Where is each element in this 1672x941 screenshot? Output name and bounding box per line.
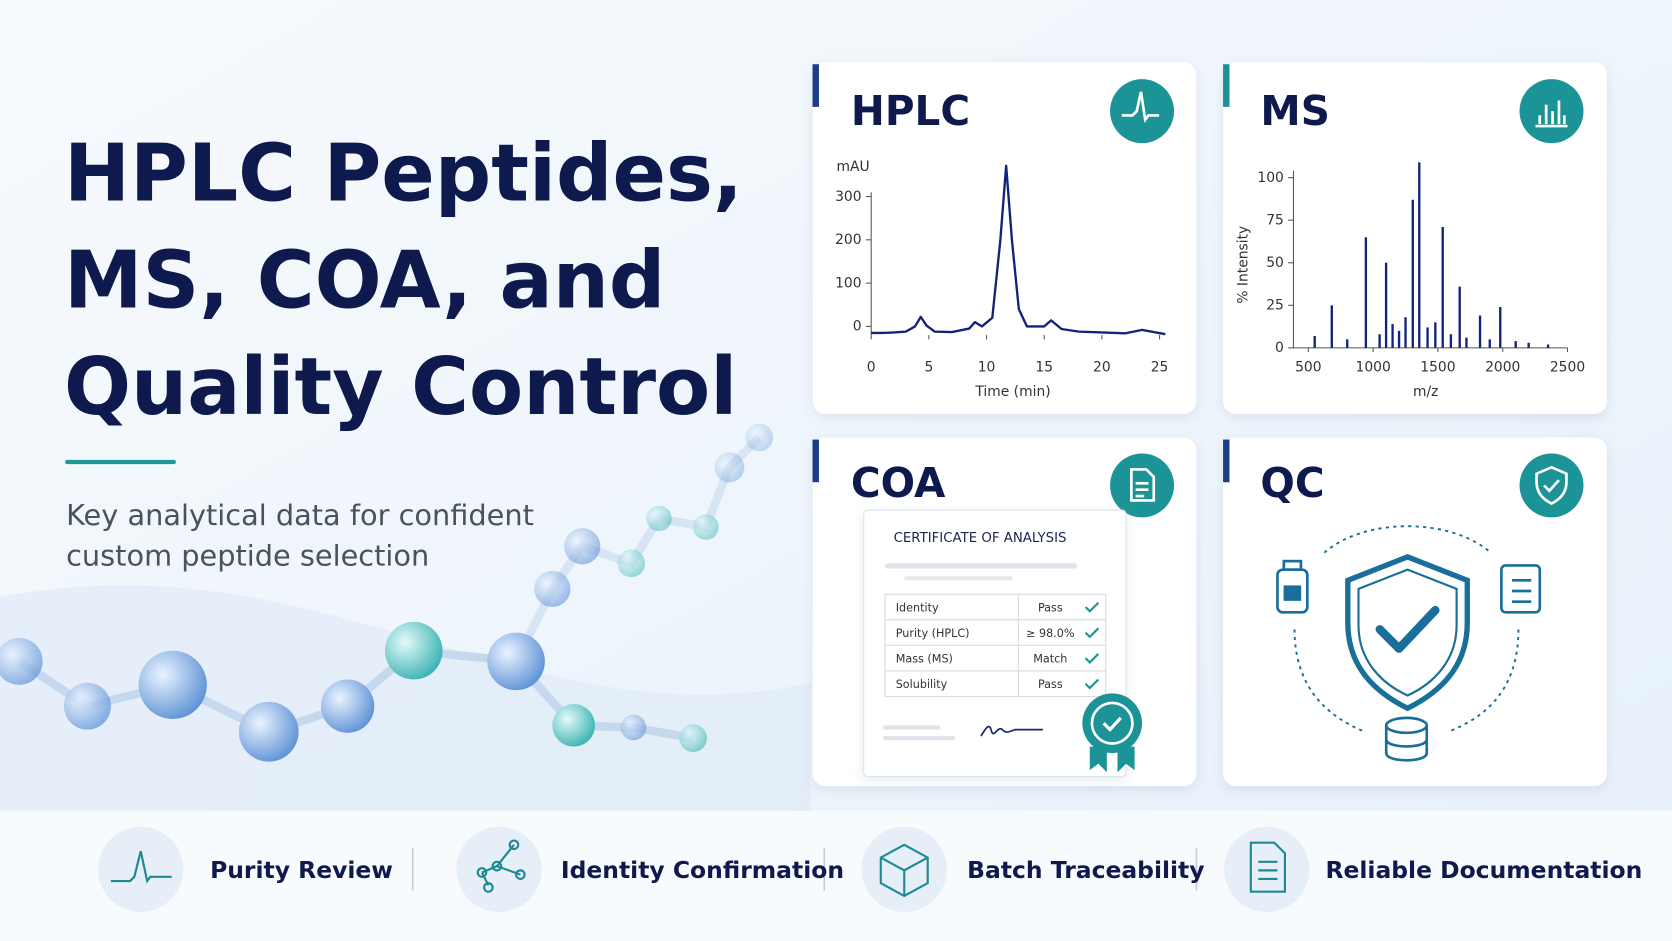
check bbox=[1084, 627, 1100, 639]
cert-cell: Purity (HPLC) bbox=[896, 627, 970, 640]
x-tick-label: 500 bbox=[1295, 359, 1321, 375]
card-title: MS bbox=[1260, 87, 1330, 135]
cert-cell: Pass bbox=[1038, 678, 1063, 691]
cert-cell: Mass (MS) bbox=[896, 652, 953, 665]
x-tick-label: 15 bbox=[1035, 359, 1053, 375]
x-axis-label: Time (min) bbox=[974, 384, 1050, 400]
card-accents bbox=[812, 64, 1230, 483]
title-line: MS, COA, and bbox=[64, 234, 665, 326]
cert-cell: Pass bbox=[1038, 601, 1063, 614]
title-line: Quality Control bbox=[64, 341, 737, 433]
feature-label: Batch Traceability bbox=[967, 856, 1204, 884]
check bbox=[1084, 653, 1100, 664]
subtitle: Key analytical data for confident bbox=[66, 498, 534, 532]
y-tick-label: 75 bbox=[1266, 212, 1284, 228]
x-tick-label: 20 bbox=[1093, 359, 1111, 375]
x-tick-label: 2000 bbox=[1485, 359, 1520, 375]
card bbox=[1223, 62, 1607, 414]
cert-cell: Solubility bbox=[896, 678, 948, 691]
y-tick-label: 0 bbox=[853, 319, 862, 335]
check bbox=[1084, 678, 1100, 690]
y-tick-label: 300 bbox=[835, 189, 861, 205]
x-tick-label: 0 bbox=[867, 359, 876, 375]
card-title: HPLC bbox=[851, 87, 970, 135]
card-icons bbox=[1110, 79, 1584, 518]
card bbox=[1223, 437, 1607, 787]
card-title: COA bbox=[851, 459, 946, 507]
x-tick-label: 25 bbox=[1151, 359, 1169, 375]
y-tick-label: 50 bbox=[1266, 255, 1284, 271]
footer-dividers bbox=[411, 847, 1198, 891]
feature-label: Purity Review bbox=[210, 856, 393, 884]
cert-cell: ≥ 98.0% bbox=[1026, 627, 1075, 640]
title-underline bbox=[65, 459, 176, 465]
x-tick-label: 5 bbox=[924, 359, 933, 375]
cert-cell: Identity bbox=[896, 601, 939, 614]
y-tick-label: 100 bbox=[1257, 170, 1283, 186]
footer-icons bbox=[98, 826, 1310, 912]
certificate-title: CERTIFICATE OF ANALYSIS bbox=[894, 531, 1067, 546]
x-tick-label: 1500 bbox=[1420, 359, 1455, 375]
card-title: QC bbox=[1260, 459, 1324, 507]
y-tick-label: 25 bbox=[1266, 298, 1284, 314]
subtitle: custom peptide selection bbox=[66, 538, 429, 572]
y-tick-label: 200 bbox=[835, 232, 861, 248]
card bbox=[812, 62, 1197, 414]
molecule-decoration bbox=[0, 423, 774, 762]
cert-cell: Match bbox=[1033, 652, 1067, 665]
footer bbox=[0, 810, 1672, 941]
wave bbox=[0, 585, 811, 811]
line-series bbox=[871, 164, 1166, 336]
qc-diagram bbox=[1276, 525, 1542, 762]
x-tick-label: 10 bbox=[978, 359, 996, 375]
x-tick-label: 2500 bbox=[1550, 359, 1585, 375]
charts: 0 100 200 300 0 5 10 15 20 25 Time (min) mAU 0 25 50 75… bbox=[835, 159, 1585, 400]
y-axis-label: % Intensity bbox=[1236, 226, 1252, 304]
x-tick-label: 1000 bbox=[1356, 359, 1391, 375]
y-axis-label: mAU bbox=[836, 159, 869, 175]
y-tick-label: 100 bbox=[835, 275, 861, 291]
check bbox=[1084, 601, 1100, 613]
feature-label: Reliable Documentation bbox=[1325, 856, 1642, 884]
x-axis-label: m/z bbox=[1413, 384, 1438, 400]
y-tick-label: 0 bbox=[1275, 340, 1284, 356]
feature-label: Identity Confirmation bbox=[561, 856, 844, 884]
title-line: HPLC Peptides, bbox=[64, 128, 743, 220]
certificate: CERTIFICATE OF ANALYSIS Identity Pass Puri… bbox=[863, 509, 1143, 778]
